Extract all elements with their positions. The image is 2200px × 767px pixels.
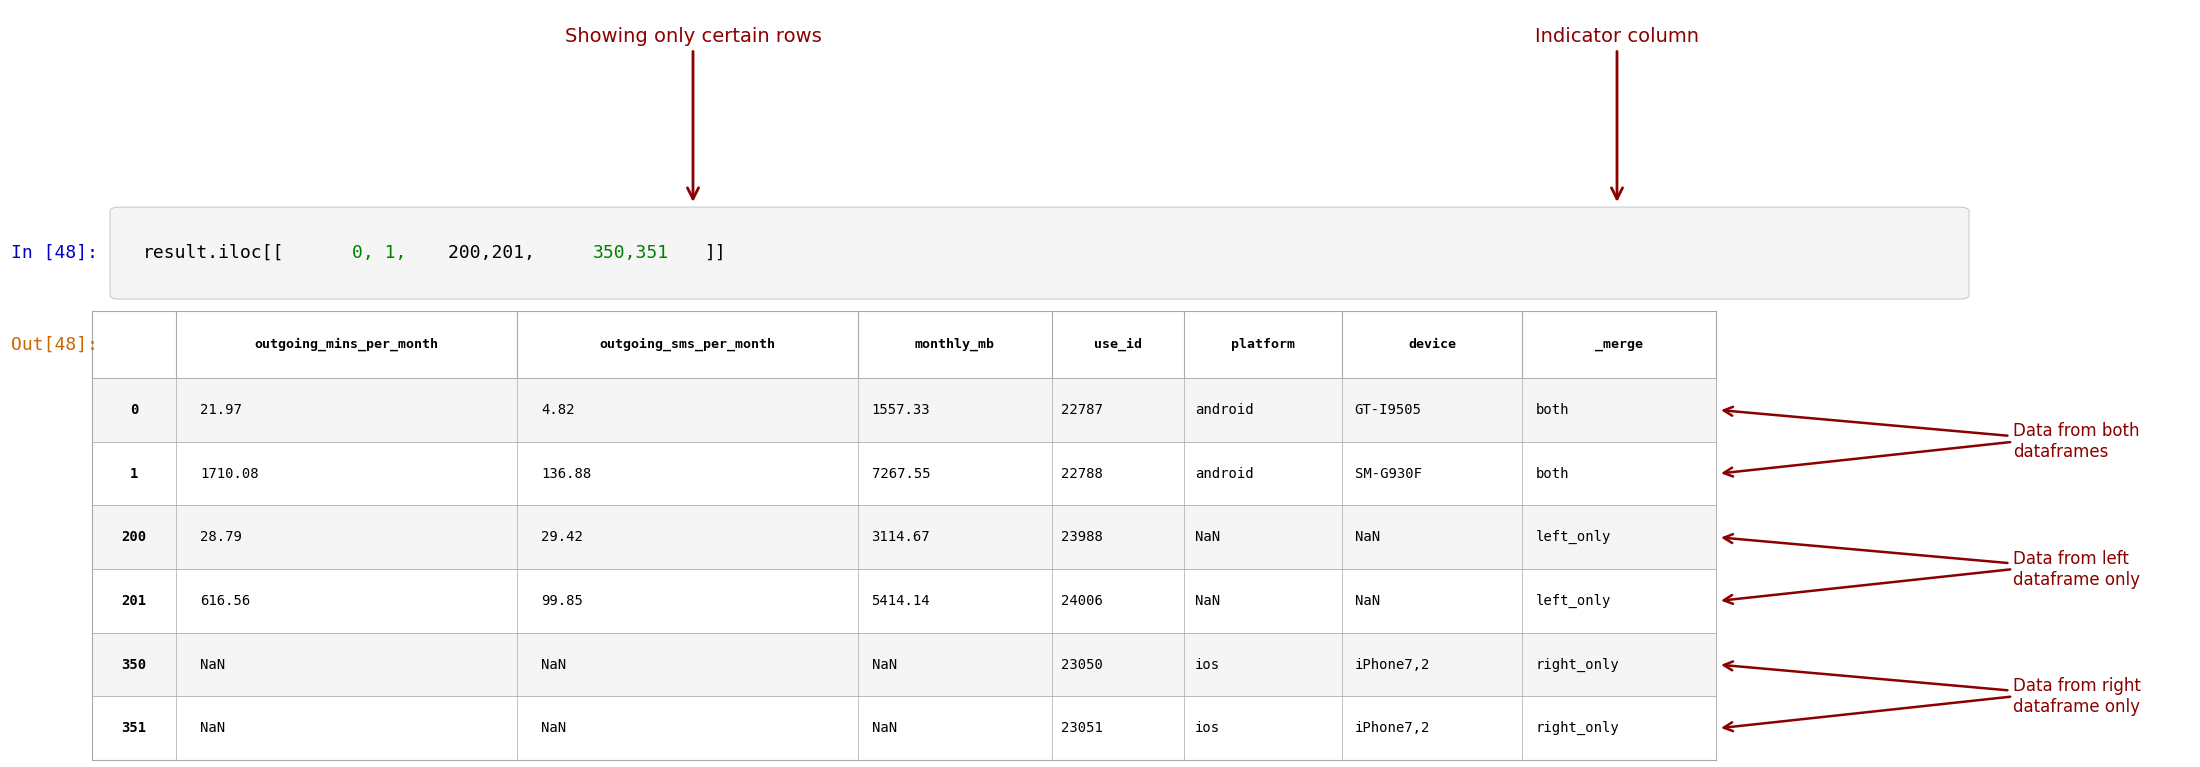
Bar — [92, 442, 1716, 505]
Text: NaN: NaN — [871, 657, 898, 672]
Text: 200: 200 — [121, 530, 147, 545]
Text: Showing only certain rows: Showing only certain rows — [565, 27, 821, 199]
Text: left_only: left_only — [1536, 594, 1610, 608]
Text: 23988: 23988 — [1060, 530, 1102, 545]
Text: use_id: use_id — [1093, 337, 1142, 351]
Text: NaN: NaN — [871, 721, 898, 736]
Text: 24006: 24006 — [1060, 594, 1102, 608]
Text: NaN: NaN — [200, 721, 224, 736]
Text: 28.79: 28.79 — [200, 530, 242, 545]
Text: Out[48]:: Out[48]: — [11, 335, 99, 354]
Text: 5414.14: 5414.14 — [871, 594, 931, 608]
Text: 201: 201 — [121, 594, 147, 608]
Text: NaN: NaN — [1195, 530, 1219, 545]
Text: 350,351: 350,351 — [592, 244, 669, 262]
Bar — [92, 569, 1716, 633]
Text: Data from left
dataframe only: Data from left dataframe only — [1725, 534, 2141, 588]
Text: NaN: NaN — [541, 657, 565, 672]
Text: right_only: right_only — [1536, 657, 1619, 672]
Text: monthly_mb: monthly_mb — [915, 337, 994, 351]
Text: 23051: 23051 — [1060, 721, 1102, 736]
Text: Data from both
dataframes: Data from both dataframes — [1725, 407, 2138, 461]
Text: 0: 0 — [130, 403, 139, 417]
Text: 200,201,: 200,201, — [449, 244, 546, 262]
Text: ios: ios — [1195, 657, 1219, 672]
Text: GT-I9505: GT-I9505 — [1355, 403, 1421, 417]
Text: ios: ios — [1195, 721, 1219, 736]
Text: NaN: NaN — [1195, 594, 1219, 608]
Text: 1557.33: 1557.33 — [871, 403, 931, 417]
Text: 136.88: 136.88 — [541, 466, 592, 481]
Text: 7267.55: 7267.55 — [871, 466, 931, 481]
Text: android: android — [1195, 403, 1254, 417]
Text: iPhone7,2: iPhone7,2 — [1355, 657, 1430, 672]
Text: 1: 1 — [130, 466, 139, 481]
Text: 22788: 22788 — [1060, 466, 1102, 481]
Text: both: both — [1536, 466, 1569, 481]
Text: result.iloc[[: result.iloc[[ — [143, 244, 284, 262]
Text: 23050: 23050 — [1060, 657, 1102, 672]
Text: iPhone7,2: iPhone7,2 — [1355, 721, 1430, 736]
Text: outgoing_mins_per_month: outgoing_mins_per_month — [255, 337, 438, 351]
Text: _merge: _merge — [1595, 338, 1643, 351]
Text: 29.42: 29.42 — [541, 530, 583, 545]
Text: 3114.67: 3114.67 — [871, 530, 931, 545]
Bar — [92, 505, 1716, 569]
Text: 350: 350 — [121, 657, 147, 672]
Text: Data from right
dataframe only: Data from right dataframe only — [1725, 661, 2141, 716]
Text: 0, 1,: 0, 1, — [352, 244, 418, 262]
Text: 4.82: 4.82 — [541, 403, 574, 417]
Bar — [92, 311, 1716, 378]
Text: device: device — [1408, 338, 1456, 351]
Bar — [92, 378, 1716, 442]
Bar — [92, 633, 1716, 696]
Text: 21.97: 21.97 — [200, 403, 242, 417]
Text: In [48]:: In [48]: — [11, 244, 99, 262]
Text: 22787: 22787 — [1060, 403, 1102, 417]
Text: outgoing_sms_per_month: outgoing_sms_per_month — [598, 337, 774, 351]
Text: ]]: ]] — [704, 244, 726, 262]
Text: platform: platform — [1230, 338, 1296, 351]
Text: android: android — [1195, 466, 1254, 481]
Bar — [92, 696, 1716, 760]
Text: NaN: NaN — [200, 657, 224, 672]
Text: 99.85: 99.85 — [541, 594, 583, 608]
FancyBboxPatch shape — [110, 207, 1969, 299]
Text: 351: 351 — [121, 721, 147, 736]
Text: NaN: NaN — [1355, 594, 1379, 608]
Text: left_only: left_only — [1536, 530, 1610, 545]
Text: 616.56: 616.56 — [200, 594, 251, 608]
Text: NaN: NaN — [1355, 530, 1379, 545]
Text: right_only: right_only — [1536, 721, 1619, 736]
Text: SM-G930F: SM-G930F — [1355, 466, 1421, 481]
Text: NaN: NaN — [541, 721, 565, 736]
Text: Indicator column: Indicator column — [1536, 27, 1698, 199]
Text: both: both — [1536, 403, 1569, 417]
Text: 1710.08: 1710.08 — [200, 466, 257, 481]
